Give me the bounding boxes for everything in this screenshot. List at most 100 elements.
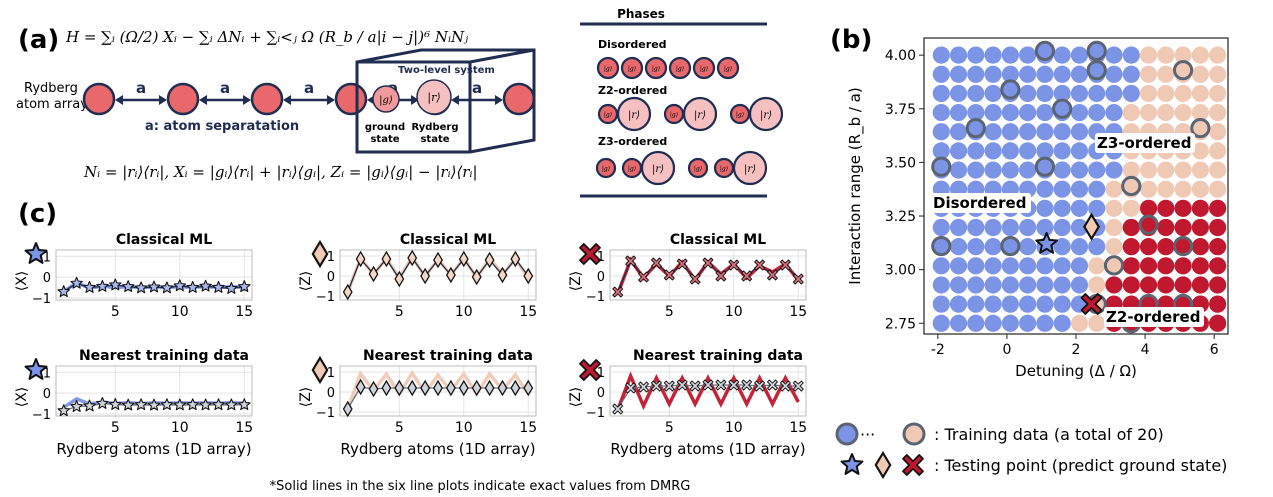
rydberg-atom-ground — [620, 56, 644, 80]
rydberg-atom — [334, 82, 368, 116]
phase-grid-dot — [1019, 103, 1037, 122]
line-plot-frame — [55, 365, 253, 417]
training-point — [1121, 175, 1142, 197]
y-tick-label: 3.50 — [885, 155, 916, 171]
rydberg-atom-excited — [616, 96, 652, 132]
phase-grid-dot — [1036, 218, 1054, 237]
phase-grid-dot — [1088, 257, 1106, 275]
ground-label-2: state — [370, 134, 399, 145]
phase-grid-dot — [984, 65, 1002, 83]
x-axis-label: Rydberg atoms (1D array) — [56, 440, 251, 458]
phase-grid-dot — [1105, 65, 1123, 83]
x-tick-label: 5 — [111, 304, 120, 320]
phase-grid-dot — [967, 276, 985, 294]
prediction-marker-diamond — [420, 267, 431, 285]
arrow-head-left — [199, 95, 207, 105]
prediction-marker-diamond — [523, 379, 534, 397]
phase-grid-dot — [1209, 161, 1227, 179]
phase-grid-dot — [1209, 65, 1227, 83]
phase-grid-dot — [1174, 257, 1192, 275]
training-point — [1086, 40, 1107, 61]
prediction-marker-diamond — [484, 251, 495, 269]
ground-state-atom — [372, 85, 400, 113]
legend-test-cross — [902, 454, 924, 476]
phase-grid-dot — [1036, 180, 1054, 198]
rydberg-atom-ground — [644, 56, 668, 80]
prediction-marker-cross — [702, 379, 714, 391]
y-axis-label: ⟨Z⟩ — [568, 387, 584, 408]
arrow-head-left — [115, 95, 123, 105]
test-point-icon-diamond — [311, 239, 329, 269]
phase-grid-dot — [1139, 161, 1158, 179]
arrow-head-right — [159, 95, 167, 105]
phase-grid-dot — [984, 257, 1002, 275]
phase-grid-dot — [967, 314, 985, 332]
prediction-marker-cross — [676, 258, 688, 270]
phase-grid-dot — [1053, 276, 1071, 294]
prediction-marker-diamond — [433, 379, 443, 397]
prediction-marker-cross — [689, 273, 701, 285]
phase-grid-dot — [1209, 142, 1227, 160]
ground-ket: |g⟩ — [379, 95, 393, 106]
prediction-marker-star — [225, 281, 238, 294]
phase-grid-dot — [1191, 46, 1209, 64]
region-label-z3-bg — [1095, 133, 1195, 153]
phase-grid-dot — [967, 142, 985, 160]
phase-grid-dot — [1019, 295, 1037, 313]
prediction-marker-cross — [702, 257, 714, 269]
test-point-icon-star — [24, 358, 48, 380]
legend-training-peach — [902, 422, 926, 446]
phase-grid-dot — [1122, 103, 1140, 122]
phase-name-z3: Z3-ordered — [598, 135, 667, 148]
phase-grid-dot — [1105, 180, 1123, 198]
hamiltonian-equation: H = ∑ᵢ (Ω/2) Xᵢ − ∑ᵢ ΔNᵢ + ∑ᵢ<ⱼ Ω (R_b /… — [65, 28, 468, 46]
phase-grid-dot — [967, 295, 985, 313]
phase-grid-dot — [1053, 142, 1071, 160]
prediction-marker-diamond — [523, 267, 534, 285]
prediction-marker-star — [83, 280, 96, 293]
prediction-marker-star — [134, 281, 148, 294]
phase-grid-dot — [1001, 314, 1019, 332]
test-point-cross — [1080, 293, 1103, 315]
prediction-marker-cross — [741, 270, 753, 282]
phase-grid-dot — [1174, 218, 1192, 237]
rydberg-ket-small: |r⟩ — [760, 110, 772, 121]
phase-grid-dot — [1157, 199, 1175, 217]
phase-grid-dot — [1139, 238, 1158, 256]
prediction-marker-cross — [715, 270, 727, 282]
rydberg-atom-ground — [692, 56, 716, 80]
prediction-marker-diamond — [407, 379, 418, 397]
phase-grid-dot — [1019, 123, 1037, 141]
y-axis-label: Interaction range (R_b / a) — [846, 87, 865, 284]
phase-grid-dot — [1174, 180, 1192, 198]
phase-grid-dot — [932, 142, 950, 160]
atom-array-label-line1: Rydberg — [24, 81, 78, 96]
phase-grid-dot — [1070, 84, 1089, 103]
prediction-marker-star — [225, 398, 238, 411]
phase-grid-dot — [949, 46, 968, 64]
phase-grid-dot — [1191, 180, 1209, 198]
phase-grid-dot — [1139, 257, 1158, 275]
phase-grid-dot — [949, 142, 968, 160]
prediction-marker-diamond — [355, 378, 366, 396]
test-point-star — [1035, 231, 1059, 254]
phase-grid-dot — [949, 314, 968, 332]
prediction-marker-star — [147, 280, 161, 293]
test-point-icon-diamond — [311, 355, 329, 385]
line-plot-frame — [609, 249, 807, 301]
line-plot-title: Nearest training data — [633, 348, 803, 364]
phase-grid-dot — [984, 142, 1002, 160]
y-axis-label: ⟨X⟩ — [14, 271, 30, 292]
rydberg-atom — [502, 82, 536, 116]
phase-grid-dot — [1001, 276, 1019, 294]
phase-grid-dot — [1139, 84, 1158, 103]
phase-grid-dot — [1070, 65, 1089, 83]
phase-grid-dot — [949, 295, 968, 313]
phase-grid-dot — [1209, 314, 1227, 332]
phase-grid-dot — [949, 276, 968, 294]
training-point — [1000, 79, 1021, 100]
prediction-marker-diamond — [355, 250, 366, 268]
phase-grid-dot — [1001, 123, 1019, 141]
